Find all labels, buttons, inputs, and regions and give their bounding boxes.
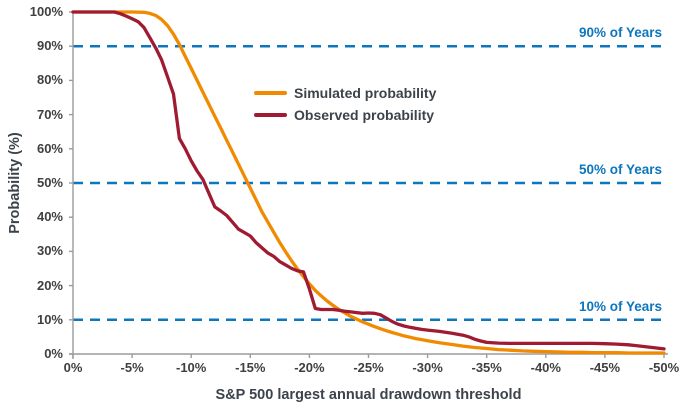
x-tick-label: -25%: [353, 360, 384, 375]
y-tick-label: 40%: [36, 209, 63, 225]
y-tick-label: 0%: [44, 346, 63, 361]
y-tick-label: 60%: [36, 140, 63, 156]
y-tick-label: 70%: [36, 106, 63, 122]
y-tick-label: 20%: [36, 277, 63, 293]
legend: Simulated probability Observed probabili…: [254, 82, 436, 126]
x-tick-label: -35%: [471, 360, 502, 375]
x-tick-label: -50%: [648, 360, 680, 375]
x-tick-label: -30%: [412, 360, 443, 375]
legend-label-observed: Observed probability: [294, 107, 435, 123]
y-tick-label: 100%: [29, 4, 63, 19]
y-tick-label: 10%: [36, 311, 63, 327]
x-tick-label: -5%: [120, 360, 144, 375]
simulated-line-swatch: [254, 91, 287, 95]
x-tick-label: 0%: [63, 360, 83, 375]
y-tick-label: 80%: [36, 72, 63, 88]
y-tick-label: 30%: [36, 243, 63, 259]
y-tick-label: 50%: [36, 175, 63, 190]
series-line-observed: [71, 10, 666, 351]
reference-label-50: 50% of Years: [578, 162, 662, 177]
x-tick-label: -45%: [589, 360, 621, 375]
legend-item-simulated: Simulated probability: [254, 82, 436, 104]
legend-item-observed: Observed probability: [254, 104, 436, 126]
x-axis-title: S&P 500 largest annual drawdown threshol…: [215, 387, 522, 403]
y-tick-label: 90%: [36, 38, 63, 54]
x-tick-label: -40%: [530, 360, 561, 375]
x-tick-label: -20%: [294, 360, 325, 375]
reference-label-10: 10% of Years: [578, 298, 662, 314]
x-tick-label: -10%: [176, 360, 207, 375]
observed-line-swatch: [254, 113, 287, 117]
legend-label-simulated: Simulated probability: [294, 85, 437, 101]
x-tick-label: -15%: [235, 360, 266, 375]
series-line-simulated: [71, 10, 666, 355]
reference-label-90: 90% of Years: [578, 25, 662, 41]
